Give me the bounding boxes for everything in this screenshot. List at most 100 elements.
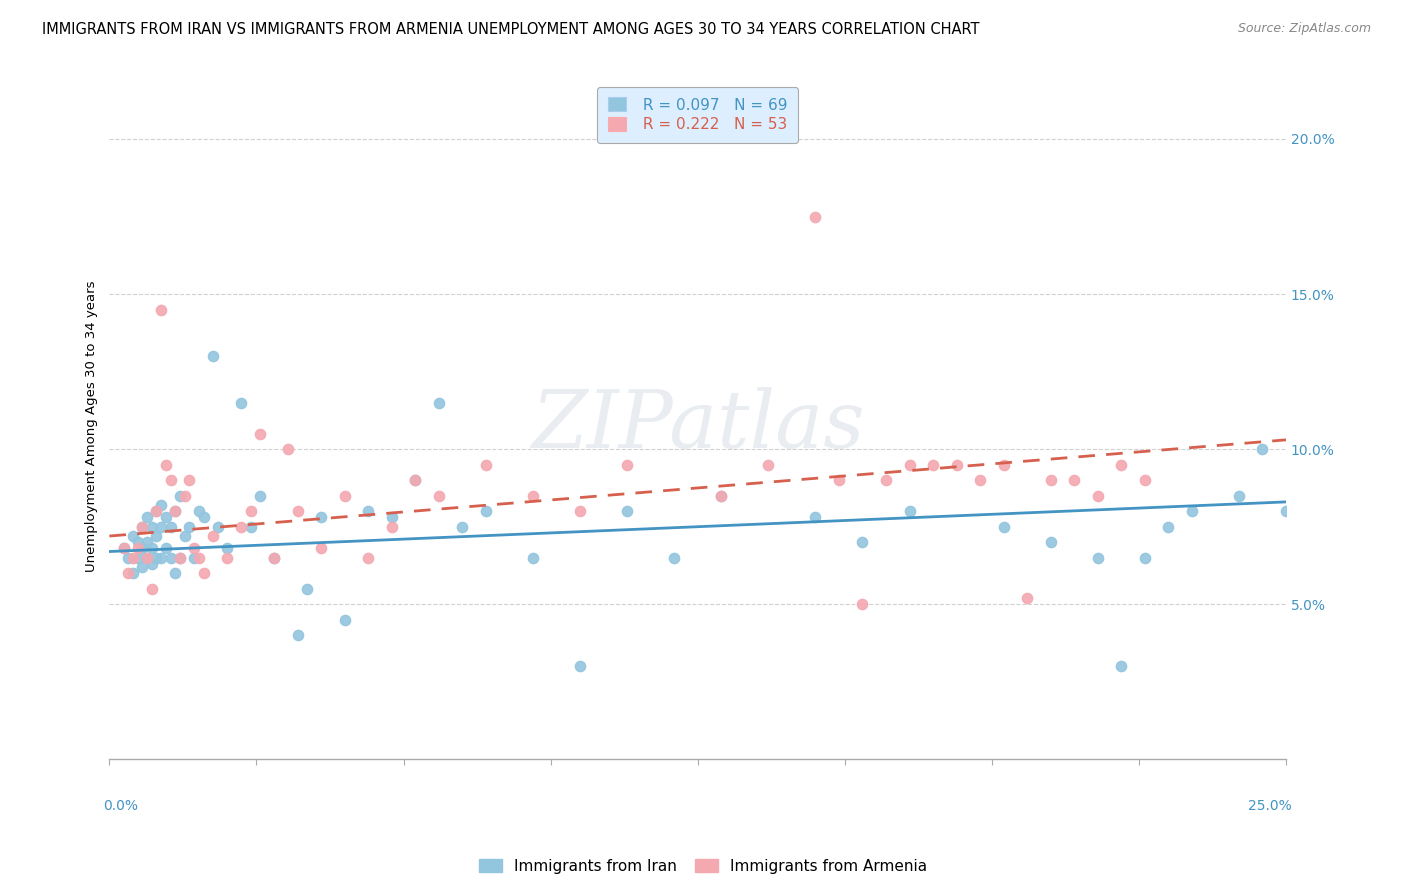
Point	[159, 473, 181, 487]
Point	[522, 550, 544, 565]
Point	[136, 510, 159, 524]
Point	[183, 550, 205, 565]
Point	[131, 519, 153, 533]
Point	[145, 504, 167, 518]
Point	[851, 597, 873, 611]
Point	[875, 473, 897, 487]
Point	[295, 582, 318, 596]
Point	[173, 529, 195, 543]
Point	[1181, 504, 1204, 518]
Point	[898, 504, 921, 518]
Point	[569, 659, 592, 673]
Point	[898, 458, 921, 472]
Point	[922, 458, 945, 472]
Point	[122, 529, 145, 543]
Point	[145, 529, 167, 543]
Point	[239, 504, 262, 518]
Point	[150, 302, 173, 317]
Point	[1251, 442, 1274, 457]
Point	[828, 473, 851, 487]
Point	[141, 541, 163, 556]
Point	[451, 519, 474, 533]
Point	[141, 519, 163, 533]
Point	[249, 489, 271, 503]
Point	[231, 395, 253, 409]
Point	[357, 550, 380, 565]
Point	[159, 550, 181, 565]
Text: 0.0%: 0.0%	[104, 799, 139, 814]
Point	[333, 613, 356, 627]
Y-axis label: Unemployment Among Ages 30 to 34 years: Unemployment Among Ages 30 to 34 years	[86, 280, 98, 572]
Point	[207, 519, 229, 533]
Point	[1133, 473, 1156, 487]
Point	[1087, 550, 1109, 565]
Point	[155, 541, 177, 556]
Point	[141, 582, 163, 596]
Point	[136, 550, 159, 565]
Point	[217, 541, 239, 556]
Point	[993, 458, 1015, 472]
Point	[475, 458, 498, 472]
Point	[150, 550, 173, 565]
Point	[357, 504, 380, 518]
Point	[165, 504, 187, 518]
Point	[159, 519, 181, 533]
Point	[756, 458, 779, 472]
Point	[131, 541, 153, 556]
Point	[427, 489, 450, 503]
Point	[710, 489, 733, 503]
Point	[969, 473, 991, 487]
Point	[710, 489, 733, 503]
Point	[173, 489, 195, 503]
Point	[522, 489, 544, 503]
Legend: Immigrants from Iran, Immigrants from Armenia: Immigrants from Iran, Immigrants from Ar…	[472, 853, 934, 880]
Text: 25.0%: 25.0%	[1249, 799, 1292, 814]
Point	[155, 510, 177, 524]
Point	[1039, 473, 1062, 487]
Point	[231, 519, 253, 533]
Point	[804, 510, 827, 524]
Point	[122, 550, 145, 565]
Text: Source: ZipAtlas.com: Source: ZipAtlas.com	[1237, 22, 1371, 36]
Point	[309, 510, 332, 524]
Point	[287, 628, 309, 642]
Point	[201, 529, 224, 543]
Point	[1017, 591, 1039, 605]
Point	[404, 473, 426, 487]
Point	[183, 541, 205, 556]
Point	[127, 550, 149, 565]
Point	[1133, 550, 1156, 565]
Point	[427, 395, 450, 409]
Point	[851, 535, 873, 549]
Point	[404, 473, 426, 487]
Point	[169, 550, 191, 565]
Legend:  R = 0.097   N = 69,  R = 0.222   N = 53: R = 0.097 N = 69, R = 0.222 N = 53	[598, 87, 799, 143]
Point	[165, 566, 187, 581]
Text: ZIPatlas: ZIPatlas	[531, 387, 865, 465]
Point	[616, 504, 638, 518]
Point	[664, 550, 686, 565]
Point	[381, 510, 404, 524]
Point	[131, 560, 153, 574]
Point	[993, 519, 1015, 533]
Point	[239, 519, 262, 533]
Point	[179, 473, 201, 487]
Point	[179, 519, 201, 533]
Point	[193, 566, 215, 581]
Point	[122, 566, 145, 581]
Point	[1111, 659, 1133, 673]
Point	[475, 504, 498, 518]
Point	[804, 210, 827, 224]
Point	[263, 550, 285, 565]
Point	[309, 541, 332, 556]
Point	[201, 349, 224, 363]
Point	[169, 489, 191, 503]
Point	[127, 541, 149, 556]
Point	[249, 426, 271, 441]
Point	[145, 550, 167, 565]
Point	[569, 504, 592, 518]
Point	[169, 550, 191, 565]
Point	[136, 535, 159, 549]
Point	[117, 566, 139, 581]
Point	[1275, 504, 1298, 518]
